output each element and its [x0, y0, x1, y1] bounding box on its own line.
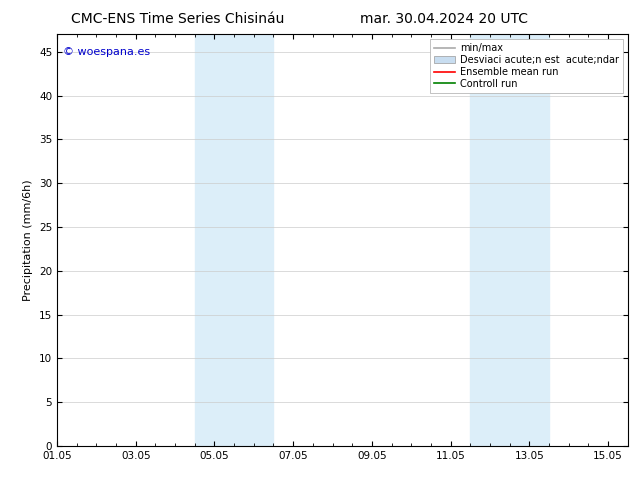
Bar [470, 34, 549, 446]
Text: mar. 30.04.2024 20 UTC: mar. 30.04.2024 20 UTC [360, 12, 527, 26]
Y-axis label: Precipitation (mm/6h): Precipitation (mm/6h) [23, 179, 34, 301]
Bar [195, 34, 273, 446]
Text: © woespana.es: © woespana.es [63, 47, 150, 57]
Text: CMC-ENS Time Series Chisináu: CMC-ENS Time Series Chisináu [71, 12, 284, 26]
Legend: min/max, Desviaci acute;n est  acute;ndar, Ensemble mean run, Controll run: min/max, Desviaci acute;n est acute;ndar… [430, 39, 623, 93]
